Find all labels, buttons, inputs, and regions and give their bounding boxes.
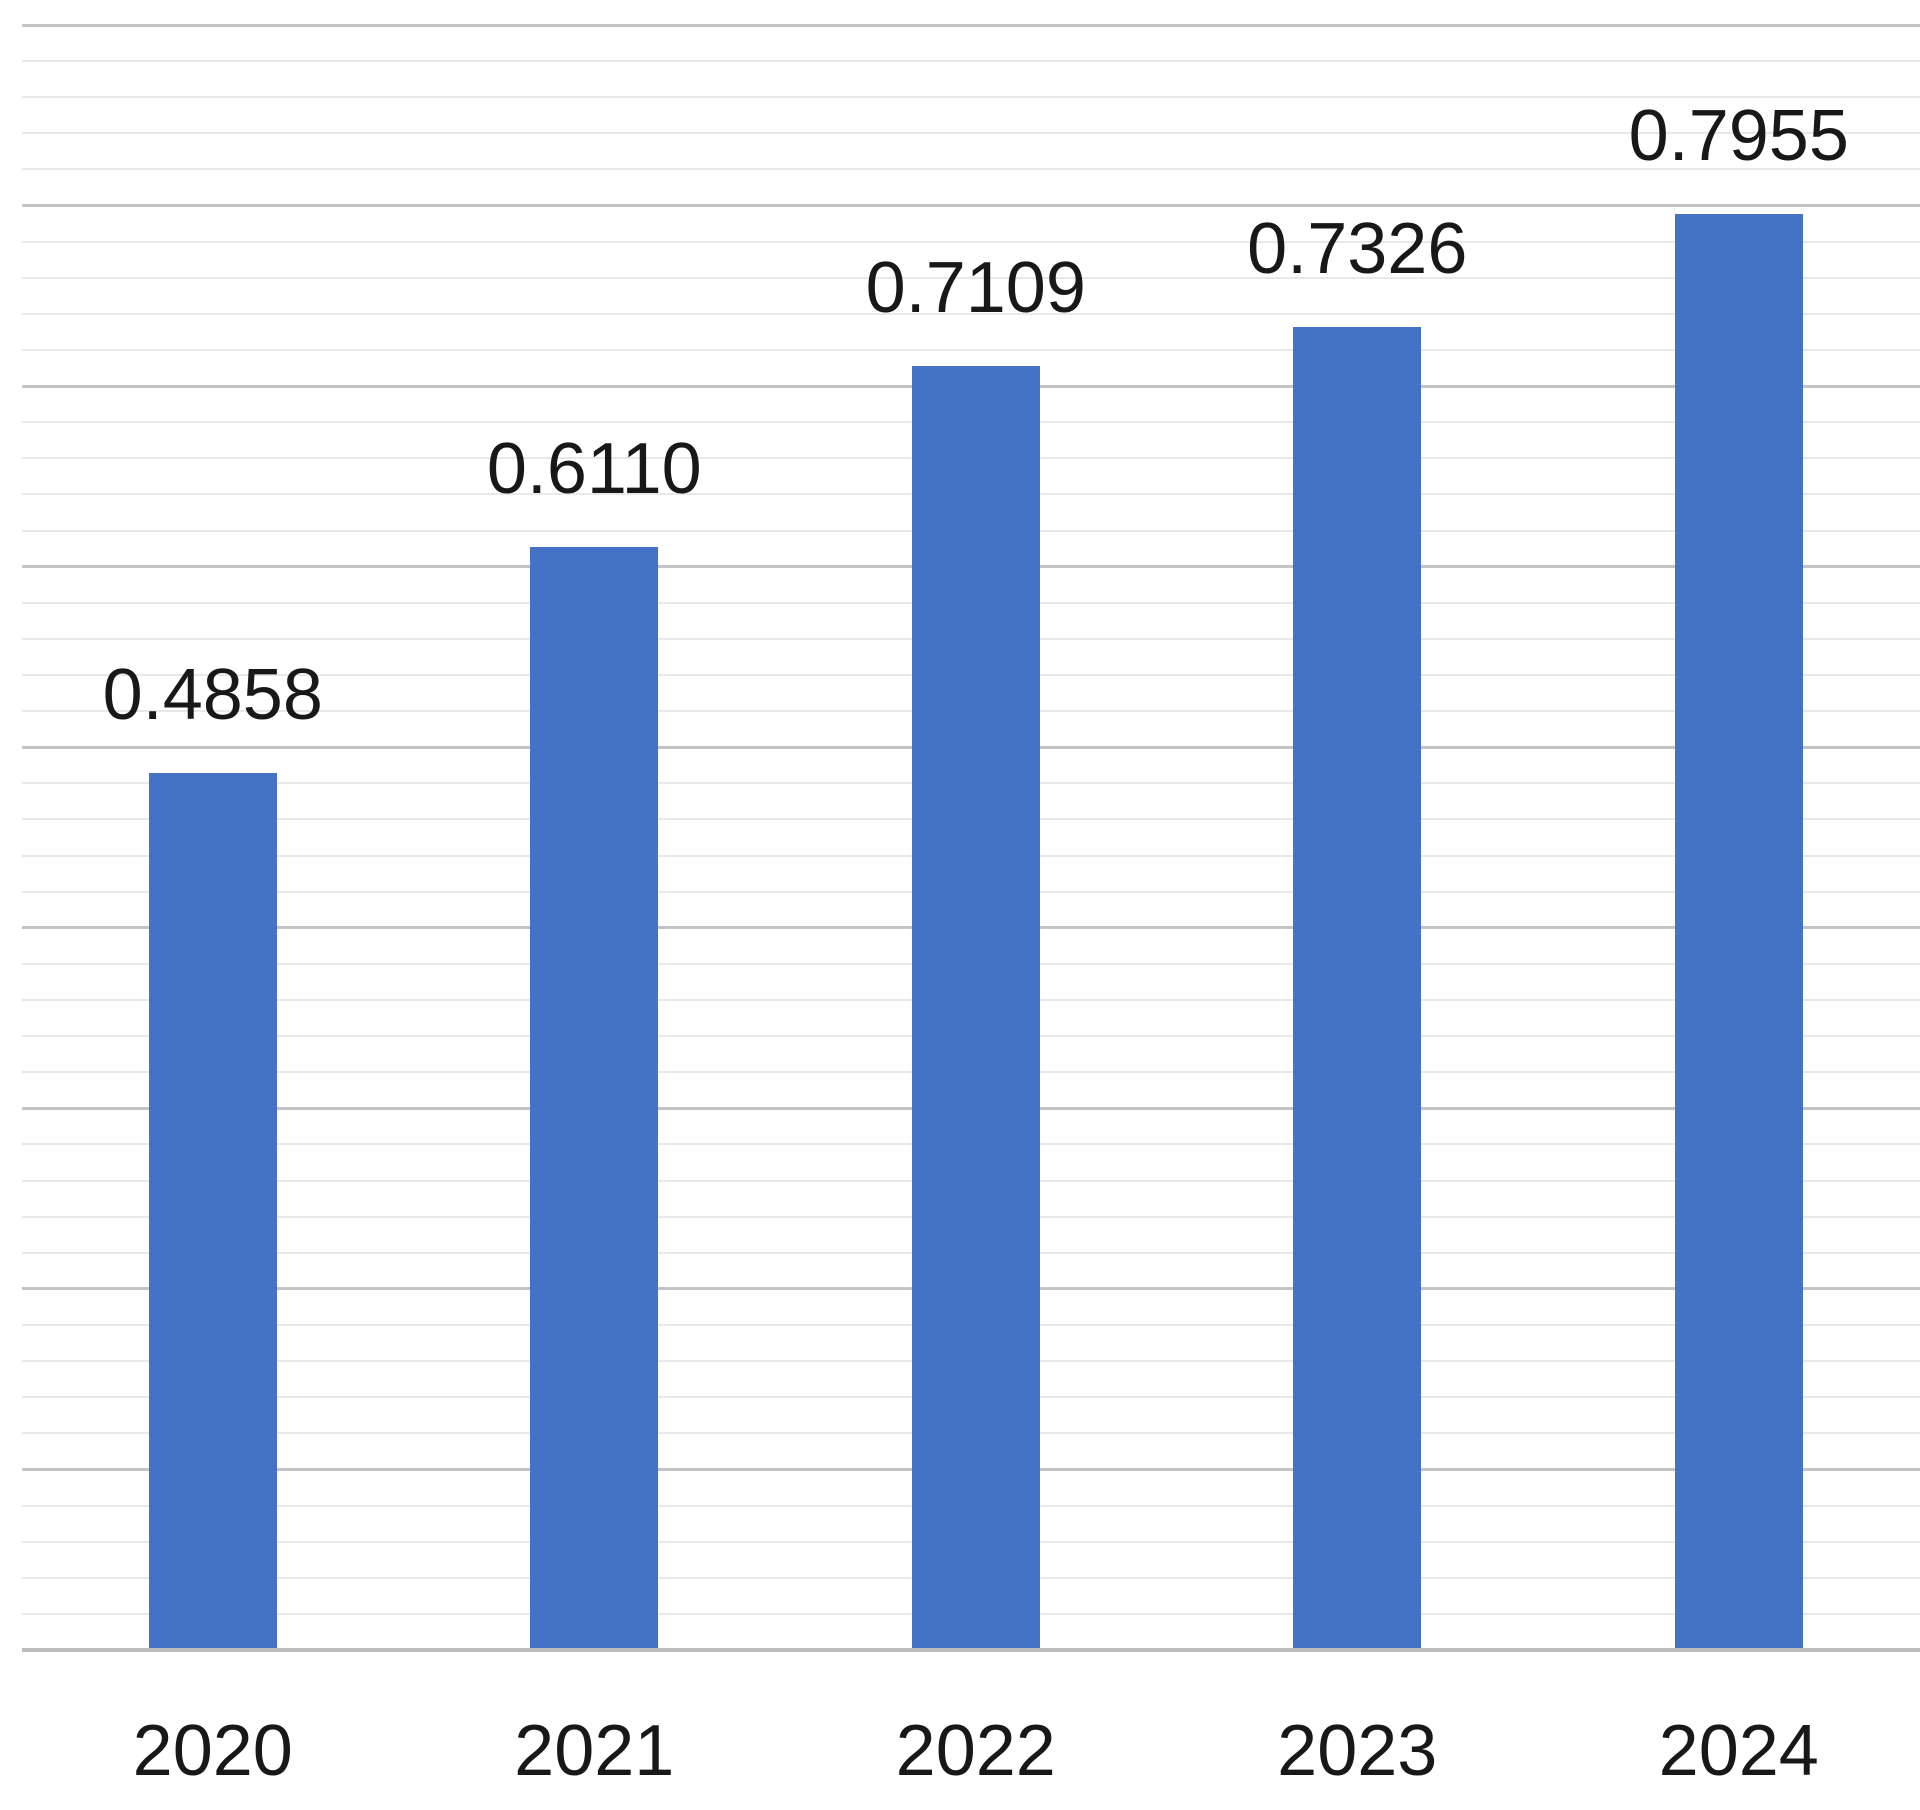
gridline-minor bbox=[22, 60, 1920, 63]
gridline-major bbox=[22, 23, 1920, 27]
bar-2024 bbox=[1674, 213, 1803, 1650]
bar-2023 bbox=[1293, 327, 1422, 1650]
bar-2021 bbox=[530, 546, 659, 1650]
bar-value-label: 0.7109 bbox=[865, 248, 1086, 329]
x-tick-label: 2023 bbox=[1277, 1711, 1438, 1791]
bar-value-label: 0.6110 bbox=[486, 428, 702, 509]
gridline-major bbox=[22, 204, 1920, 208]
gridline-minor bbox=[22, 96, 1920, 99]
gridline-minor bbox=[22, 276, 1920, 279]
gridline-minor bbox=[22, 168, 1920, 171]
gridline-minor bbox=[22, 240, 1920, 243]
x-axis-line bbox=[22, 1648, 1920, 1652]
gridline-minor bbox=[22, 312, 1920, 315]
bar-2022 bbox=[911, 366, 1040, 1650]
x-tick-label: 2024 bbox=[1658, 1711, 1819, 1791]
x-tick-label: 2022 bbox=[895, 1711, 1056, 1791]
bar-value-label: 0.4858 bbox=[102, 654, 323, 735]
gridline-minor bbox=[22, 132, 1920, 135]
bar-2020 bbox=[148, 772, 277, 1650]
bar-value-label: 0.7955 bbox=[1628, 95, 1849, 176]
gridline-minor bbox=[22, 349, 1920, 351]
bar-value-label: 0.7326 bbox=[1247, 209, 1468, 290]
x-tick-label: 2021 bbox=[514, 1711, 675, 1791]
x-tick-label: 2020 bbox=[132, 1711, 293, 1791]
